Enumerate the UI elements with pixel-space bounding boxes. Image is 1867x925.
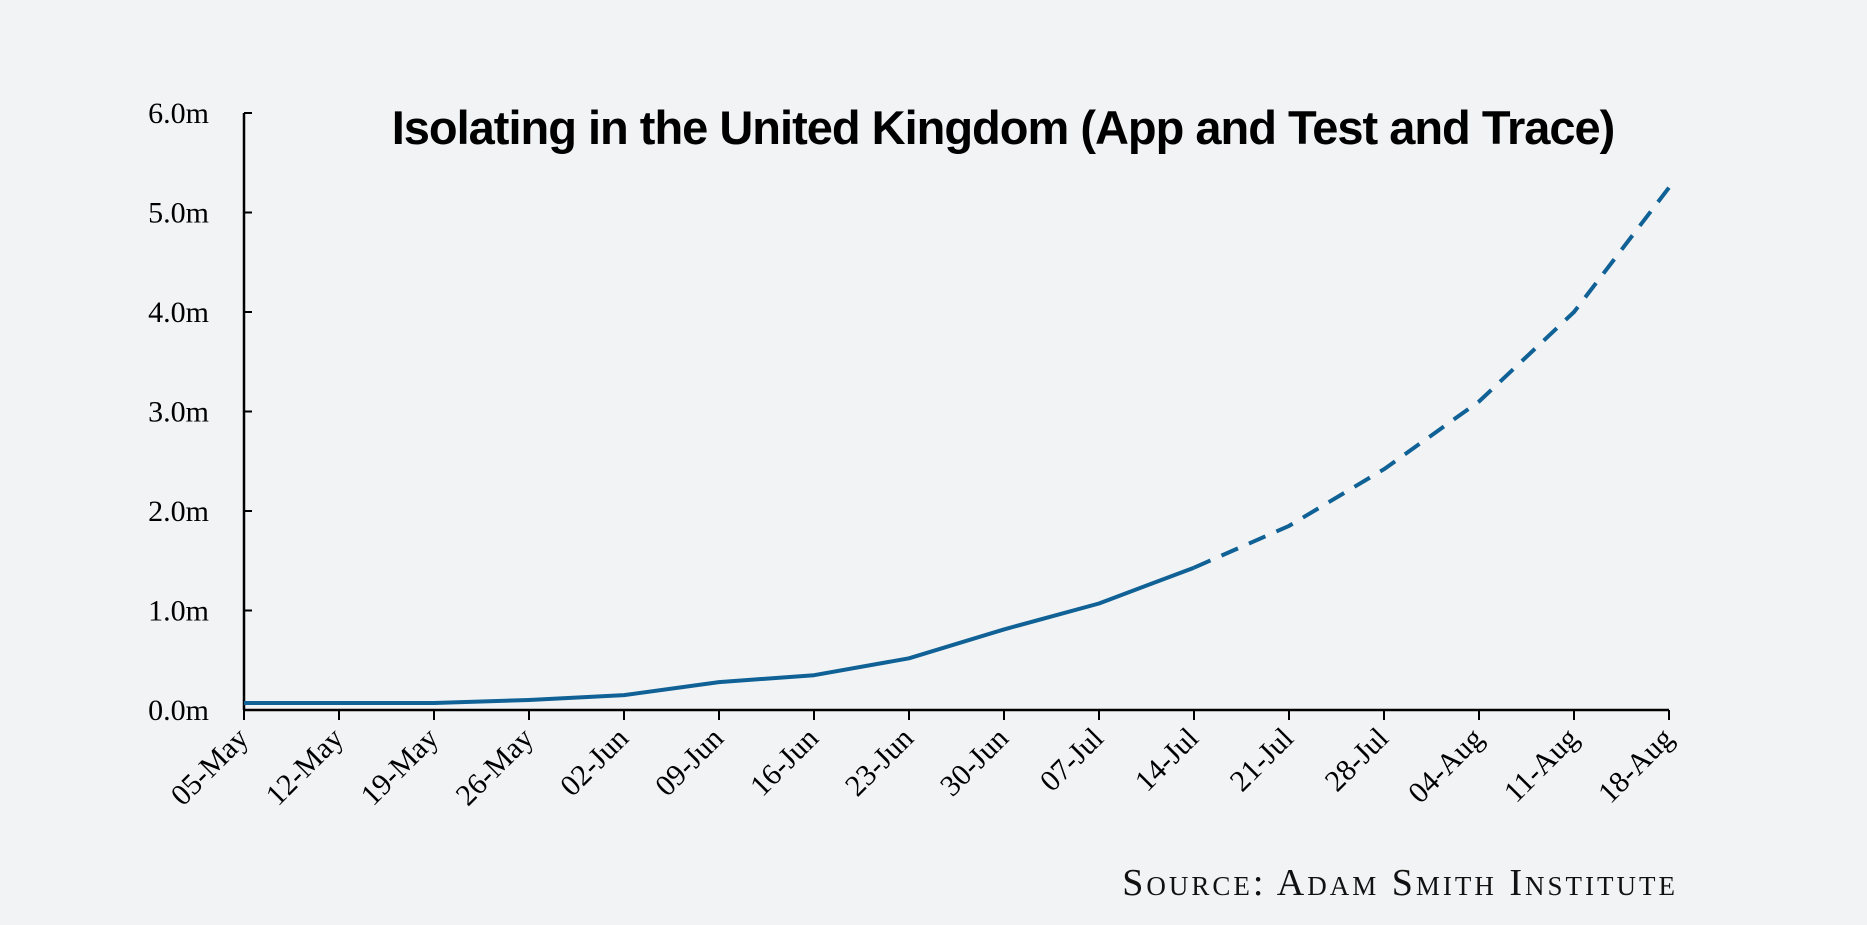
y-tick-label: 6.0m [148, 97, 209, 130]
y-tick-label: 0.0m [148, 694, 209, 727]
x-tick-label: 09-Jun [649, 722, 730, 803]
actual-series-line [244, 565, 1195, 705]
x-tick-label: 30-Jun [934, 722, 1015, 803]
x-tick-label: 04-Aug [1402, 722, 1490, 810]
y-tick-label: 3.0m [148, 396, 209, 429]
y-tick-label: 1.0m [148, 595, 209, 628]
x-tick-label: 05-May [164, 722, 254, 812]
x-tick-label: 14-Jul [1129, 722, 1205, 798]
x-tick-label: 28-Jul [1319, 722, 1395, 798]
x-tick-label: 16-Jun [744, 722, 825, 803]
x-tick-label: 21-Jul [1224, 722, 1300, 798]
x-tick-label: 11-Aug [1498, 722, 1585, 809]
x-tick-label: 02-Jun [554, 722, 635, 803]
y-tick-label: 5.0m [148, 197, 209, 230]
x-tick-label: 12-May [259, 722, 349, 812]
chart-title: Isolating in the United Kingdom (App and… [392, 101, 1615, 154]
x-tick-label: 18-Aug [1592, 722, 1680, 810]
y-tick-label: 2.0m [148, 495, 209, 528]
source-note: Source: Adam Smith Institute [1122, 862, 1678, 904]
x-tick-label: 23-Jun [839, 722, 920, 803]
x-tick-label: 07-Jul [1034, 722, 1110, 798]
projection-series-line [1193, 186, 1671, 570]
x-tick-label: 19-May [354, 722, 444, 812]
x-tick-label: 26-May [449, 722, 539, 812]
y-tick-label: 4.0m [148, 296, 209, 329]
